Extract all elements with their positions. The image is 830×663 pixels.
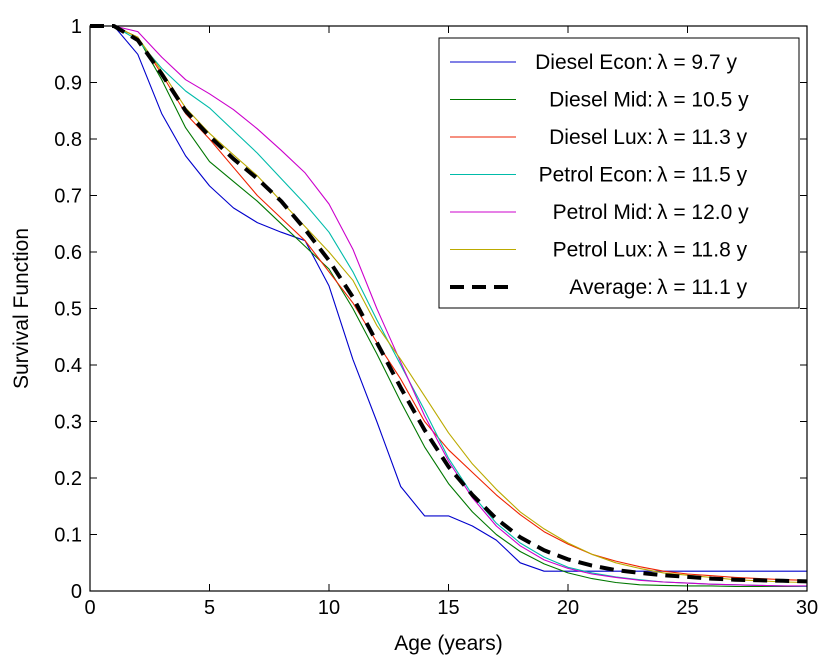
series-line-average xyxy=(90,24,808,584)
x-tick-label: 20 xyxy=(557,597,579,619)
y-tick-label: 0.8 xyxy=(54,129,82,151)
series-layer xyxy=(90,24,808,588)
legend-box xyxy=(438,37,800,309)
legend-label-average: Average: xyxy=(569,276,653,299)
legend-lambda-diesel-lux: λ = 11.3 y xyxy=(657,126,748,149)
x-tick-label: 25 xyxy=(676,597,698,619)
x-tick-label: 15 xyxy=(437,597,459,619)
series-line-diesel-econ xyxy=(90,25,807,572)
legend-label-diesel-lux: Diesel Lux: xyxy=(549,126,653,149)
legend-lambda-diesel-mid: λ = 10.5 y xyxy=(657,89,749,112)
legend-lambda-average: λ = 11.1 y xyxy=(657,276,748,299)
y-tick-label: 0.4 xyxy=(54,355,82,377)
plot-frame xyxy=(89,25,808,592)
y-tick-label: 1 xyxy=(71,16,82,38)
y-tick-label: 0.6 xyxy=(54,242,82,264)
y-tick-label: 0.2 xyxy=(54,468,82,490)
y-tick-label: 0.7 xyxy=(54,186,82,208)
legend-label-petrol-mid: Petrol Mid: xyxy=(553,201,653,224)
x-axis-label: Age (years) xyxy=(394,632,503,655)
ticks-layer: 0 5 10 15 20 25 30 0 0.1 0.2 0.3 0.4 0.5 0.6 0.7 0.8 0.9… xyxy=(54,16,818,619)
legend-label-petrol-lux: Petrol Lux: xyxy=(553,239,653,262)
legend-label-petrol-econ: Petrol Econ: xyxy=(539,164,653,187)
series-line-petrol-mid xyxy=(90,25,807,587)
legend-lambda-petrol-lux: λ = 11.8 y xyxy=(657,239,748,262)
legend-label-diesel-mid: Diesel Mid: xyxy=(549,89,653,112)
x-tick-label: 10 xyxy=(318,597,340,619)
y-tick-label: 0.1 xyxy=(54,525,82,547)
x-tick-label: 0 xyxy=(84,597,95,619)
x-tick-label: 30 xyxy=(796,597,818,619)
y-tick-label: 0.5 xyxy=(54,299,82,321)
series-line-diesel-lux xyxy=(90,25,808,581)
y-tick-label: 0.3 xyxy=(54,412,82,434)
legend-lambda-petrol-mid: λ = 12.0 y xyxy=(657,201,749,224)
x-tick-label: 5 xyxy=(204,597,215,619)
legend-label-diesel-econ: Diesel Econ: xyxy=(535,51,653,74)
legend-lambda-diesel-econ: λ = 9.7 y xyxy=(657,51,737,74)
y-tick-label: 0.9 xyxy=(54,73,82,95)
y-axis-label: Survival Function xyxy=(10,228,33,389)
legend-lambda-petrol-econ: λ = 11.5 y xyxy=(657,164,748,187)
y-tick-label: 0 xyxy=(71,581,82,603)
